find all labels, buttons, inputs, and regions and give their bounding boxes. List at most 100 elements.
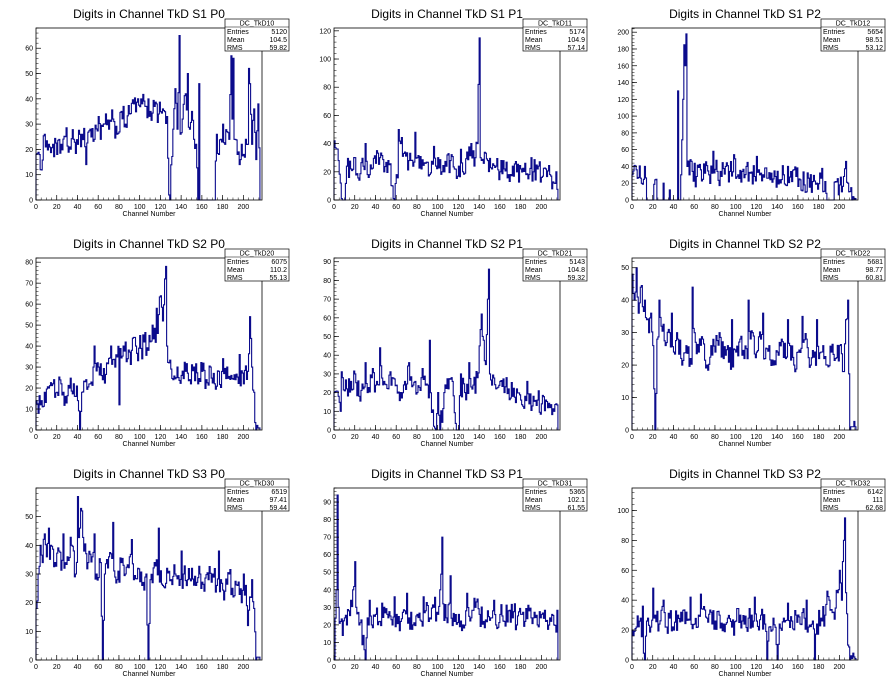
- x-tick-label: 180: [813, 664, 825, 671]
- x-tick-label: 160: [196, 204, 208, 211]
- x-tick-label: 160: [792, 664, 804, 671]
- x-tick-label: 80: [711, 204, 719, 211]
- x-tick-label: 20: [351, 204, 359, 211]
- chart-title: Digits in Channel TkD S1 P1: [371, 7, 523, 21]
- x-tick-label: 140: [473, 664, 485, 671]
- y-tick-label: 50: [25, 514, 33, 521]
- y-tick-label: 20: [25, 147, 33, 154]
- y-tick-label: 120: [617, 97, 629, 104]
- y-tick-label: 160: [617, 63, 629, 70]
- x-axis-label: Channel Number: [719, 671, 773, 678]
- x-axis-label: Channel Number: [421, 211, 475, 218]
- x-tick-label: 0: [630, 204, 634, 211]
- stats-rms-label: RMS: [227, 275, 243, 282]
- x-tick-label: 80: [711, 664, 719, 671]
- x-tick-label: 0: [630, 434, 634, 441]
- x-tick-label: 20: [649, 664, 657, 671]
- x-tick-label: 140: [473, 434, 485, 441]
- stats-mean-value: 102.1: [567, 497, 585, 504]
- stats-box: [224, 18, 290, 52]
- y-tick-label: 50: [621, 265, 629, 272]
- x-tick-label: 60: [94, 664, 102, 671]
- y-tick-label: 10: [323, 409, 331, 416]
- stats-entries-value: 5681: [867, 259, 883, 266]
- x-tick-label: 40: [670, 664, 678, 671]
- stats-entries-label: Entries: [227, 489, 249, 496]
- x-tick-label: 20: [53, 664, 61, 671]
- y-tick-label: 50: [323, 334, 331, 341]
- histogram-svg: Digits in Channel TkD S2 P00 20 40 60 80 100 1…: [25, 237, 290, 448]
- stats-entries-label: Entries: [823, 29, 845, 36]
- histogram-svg: Digits in Channel TkD S1 P00 20 40 60 80 100 1…: [25, 7, 290, 218]
- y-tick-label: 80: [621, 538, 629, 545]
- x-tick-label: 180: [217, 664, 229, 671]
- y-tick-label: 80: [323, 278, 331, 285]
- histogram-svg: Digits in Channel TkD S2 P20 20 40 60 80 100 1…: [621, 237, 886, 448]
- x-tick-label: 20: [351, 664, 359, 671]
- y-tick-label: 30: [25, 572, 33, 579]
- y-tick-label: 60: [323, 315, 331, 322]
- chart-title: Digits in Channel TkD S2 P0: [73, 237, 225, 251]
- stats-rms-value: 59.32: [567, 275, 585, 282]
- histogram-panel: Digits in Channel TkD S1 P0 0 20 40 60 80 100 1…: [0, 0, 298, 230]
- y-tick-label: 20: [621, 363, 629, 370]
- plot-frame: [631, 487, 859, 661]
- stats-rms-value: 57.14: [567, 45, 585, 52]
- histogram-series: [35, 496, 261, 661]
- y-tick-label: 60: [323, 552, 331, 559]
- x-tick-label: 100: [134, 664, 146, 671]
- y-tick-label: 10: [25, 407, 33, 414]
- stats-entries-value: 5654: [867, 29, 883, 36]
- y-tick-label: 0: [625, 428, 629, 435]
- x-tick-label: 40: [74, 664, 82, 671]
- x-tick-label: 200: [833, 664, 845, 671]
- stats-rms-value: 59.44: [269, 505, 287, 512]
- x-tick-label: 80: [413, 434, 421, 441]
- x-tick-label: 80: [711, 434, 719, 441]
- x-tick-label: 0: [630, 664, 634, 671]
- y-tick-label: 80: [323, 85, 331, 92]
- stats-histogram-name: DC_TkD12: [836, 21, 871, 28]
- stats-entries-value: 6142: [867, 489, 883, 496]
- y-tick-label: 80: [621, 130, 629, 137]
- x-tick-label: 60: [392, 664, 400, 671]
- y-tick-label: 80: [25, 260, 33, 267]
- stats-entries-label: Entries: [823, 489, 845, 496]
- y-tick-label: 40: [621, 298, 629, 305]
- x-tick-label: 100: [432, 204, 444, 211]
- stats-rms-label: RMS: [823, 275, 839, 282]
- histogram-panel: Digits in Channel TkD S1 P2 0 20 40 60 80 100 1…: [596, 0, 894, 230]
- x-tick-label: 80: [115, 434, 123, 441]
- x-tick-label: 80: [413, 664, 421, 671]
- y-tick-label: 40: [25, 543, 33, 550]
- y-tick-label: 60: [25, 302, 33, 309]
- y-tick-label: 0: [327, 428, 331, 435]
- stats-rms-value: 61.55: [567, 505, 585, 512]
- x-tick-label: 120: [453, 664, 465, 671]
- stats-box: [224, 248, 290, 282]
- x-tick-label: 120: [751, 434, 763, 441]
- stats-rms-label: RMS: [823, 505, 839, 512]
- y-tick-label: 10: [25, 172, 33, 179]
- histogram-svg: Digits in Channel TkD S3 P00 20 40 60 80 100 1…: [25, 467, 290, 678]
- x-tick-label: 20: [649, 434, 657, 441]
- x-tick-label: 140: [771, 434, 783, 441]
- x-tick-label: 180: [813, 204, 825, 211]
- stats-rms-value: 53.12: [865, 45, 883, 52]
- x-tick-label: 100: [730, 204, 742, 211]
- x-tick-label: 60: [94, 204, 102, 211]
- x-axis-label: Channel Number: [719, 441, 773, 448]
- histogram-panel: Digits in Channel TkD S1 P1 0 20 40 60 80 100 1…: [298, 0, 596, 230]
- y-tick-label: 100: [617, 114, 629, 121]
- x-tick-label: 120: [751, 204, 763, 211]
- y-tick-label: 40: [323, 141, 331, 148]
- y-tick-label: 20: [323, 169, 331, 176]
- stats-histogram-name: DC_TkD10: [240, 21, 275, 28]
- y-tick-label: 40: [621, 164, 629, 171]
- y-tick-label: 40: [621, 598, 629, 605]
- y-tick-label: 0: [327, 198, 331, 205]
- stats-mean-value: 98.51: [865, 37, 883, 44]
- histogram-series: [35, 35, 261, 201]
- plot-frame: [333, 257, 561, 431]
